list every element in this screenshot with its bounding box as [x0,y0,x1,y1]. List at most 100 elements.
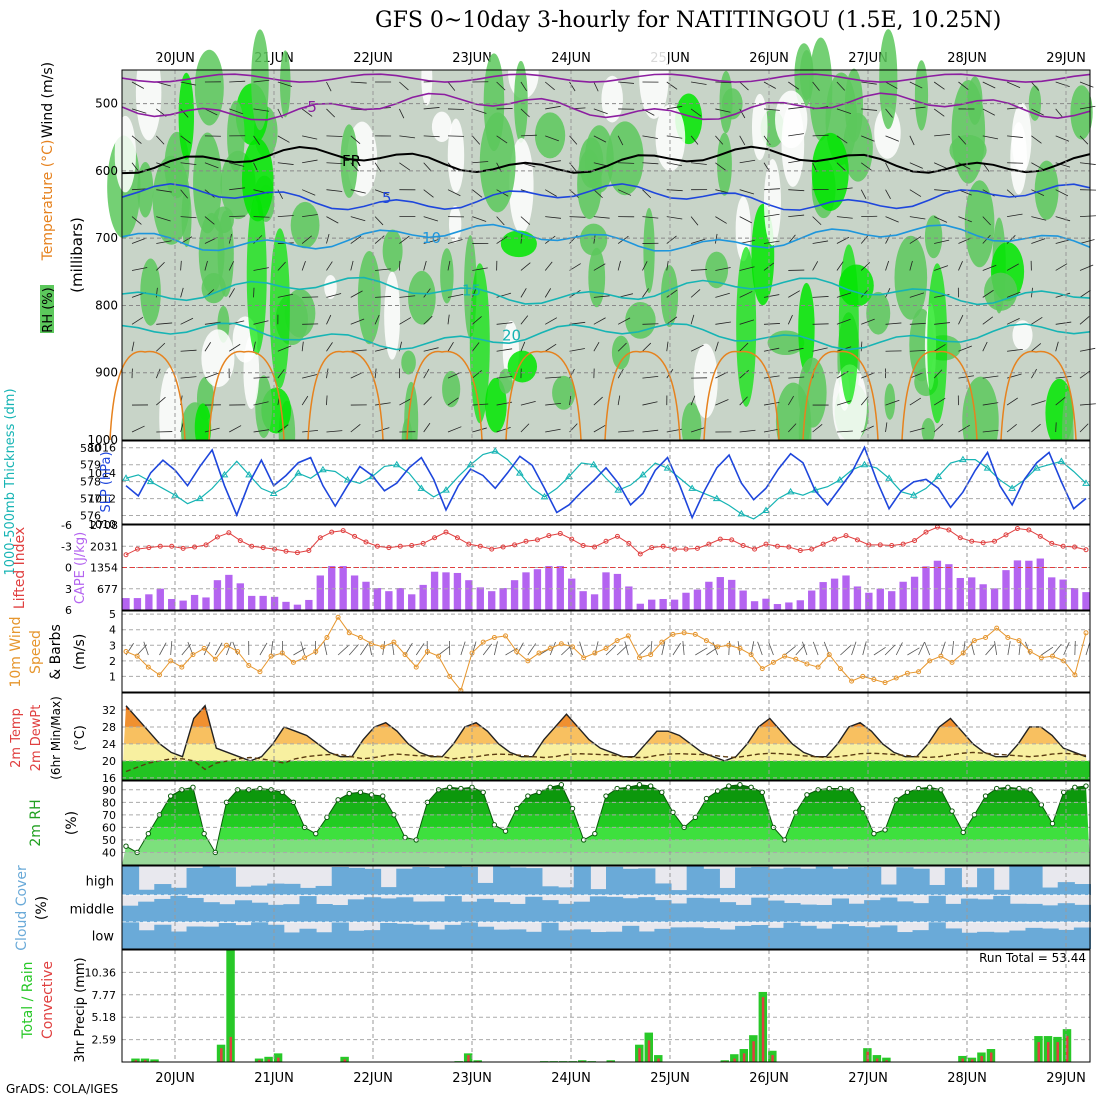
precip-tick-label: 5.18 [92,1011,117,1024]
cape-bar [762,598,770,610]
rh-contour-blob [431,111,452,143]
date-label-bottom: 24JUN [551,1071,591,1086]
rh-contour-blob [681,402,702,452]
upper-wind-barb [350,135,361,144]
upper-wind-barb [301,260,306,271]
cape-bar [808,590,816,610]
upper-wind-barb [885,81,898,89]
upper-wind-barb [861,108,878,111]
lifted-index-marker [534,537,540,543]
upper-wind-barb [326,314,332,325]
wind-speed-marker [179,664,185,670]
wind-barb [802,641,808,656]
cloud-cover-cell [557,887,575,895]
cape-bar [579,591,587,610]
cape-bar [1013,560,1022,610]
wind-barb [170,641,173,656]
wind-speed-marker [1072,672,1078,678]
upper-wind-barb [545,189,557,197]
rh-contour-blob [643,207,655,294]
pressure-axis-label: (millibars) [68,217,86,293]
precip-convective-bar [229,1036,233,1062]
cape-bar [705,581,713,610]
wind-speed-marker [659,639,665,645]
cloud-cover-cell [122,905,140,922]
isotherm-25-loop [208,350,285,441]
wind-speed-marker [290,659,296,665]
date-label-top: 24JUN [551,51,591,66]
cloud-cover-cell [347,899,365,922]
rh-marker [915,785,922,792]
rh-contour-blob [479,112,516,213]
cape-bar [956,577,964,610]
cloud-cover-cell [1009,903,1027,922]
upper-wind-barb [277,369,285,379]
upper-wind-barb [1055,189,1069,197]
lifted-index-marker [614,533,620,539]
cape-bar [933,560,942,610]
upper-wind-barb [156,261,165,271]
wind-barb [624,641,629,656]
cloud-cover-cell [525,896,543,922]
wind-speed-line [125,616,1087,692]
cloud-cover-cell [686,927,704,949]
wind-speed-marker [971,638,977,644]
cloud-cover-cell [864,927,882,949]
cloud-cover-cell [912,930,930,949]
upper-wind-barb [131,267,148,271]
wind-speed-marker [994,625,1000,631]
upper-wind-barb [861,425,874,433]
cloud-cover-cell [928,895,946,922]
cloud-cover-cell [573,929,591,949]
precip-convective-bar [875,1058,879,1062]
precip-tick-label: 2.59 [92,1034,117,1047]
upper-wind-barb [472,135,481,145]
wind-barb [300,641,305,656]
wind-speed-marker [625,633,631,639]
cloud-cover-cell [848,903,866,922]
dewpoint-line [125,751,1087,773]
upper-wind-barb [326,81,332,92]
wind-speed-marker [357,634,363,640]
upper-wind-barb [423,396,432,406]
upper-wind-barb [934,265,949,271]
rh-contour-blob [135,44,162,141]
upper-wind-barb [691,81,707,85]
wind-speed-marker [491,634,497,640]
cloud-row-label-middle: middle [70,903,114,918]
slp-line [125,445,1087,520]
upper-wind-barb [909,260,913,271]
cloud-cover-cell [412,901,430,922]
upper-wind-barb [1079,403,1096,406]
upper-wind-barb [472,216,487,222]
rh-marker [558,782,565,788]
lifted-index-marker [1026,527,1032,533]
upper-wind-barb [544,261,553,271]
cloud-cover-cell [977,931,995,949]
upper-wind-barb [593,263,606,271]
wind-barb [616,645,628,656]
upper-wind-barb [375,296,392,298]
upper-wind-barb [423,315,433,325]
cape-bar [259,595,267,610]
lifted-index-marker [397,543,403,549]
lifted-index-marker [512,542,518,548]
cloud-cover-cell [670,890,688,895]
wind-barb [159,642,167,656]
upper-wind-barb [447,397,459,406]
upper-wind-barb [909,427,925,433]
wind-tick-label: 4 [109,624,116,637]
wind-barb [226,641,232,656]
lifted-index-marker [1037,533,1043,539]
upper-wind-barb [180,135,191,144]
lifted-index-marker [969,538,975,544]
cloud-cover-cell [299,896,317,922]
wind-speed-marker [770,659,776,665]
lifted-index-marker [294,550,300,556]
upper-wind-barb [326,108,336,118]
rh-marker [647,783,654,789]
wind-barb [493,641,498,656]
cloud-cover-cell [799,868,817,895]
cloud-cover-cell [186,867,204,895]
upper-wind-barb [642,135,658,139]
